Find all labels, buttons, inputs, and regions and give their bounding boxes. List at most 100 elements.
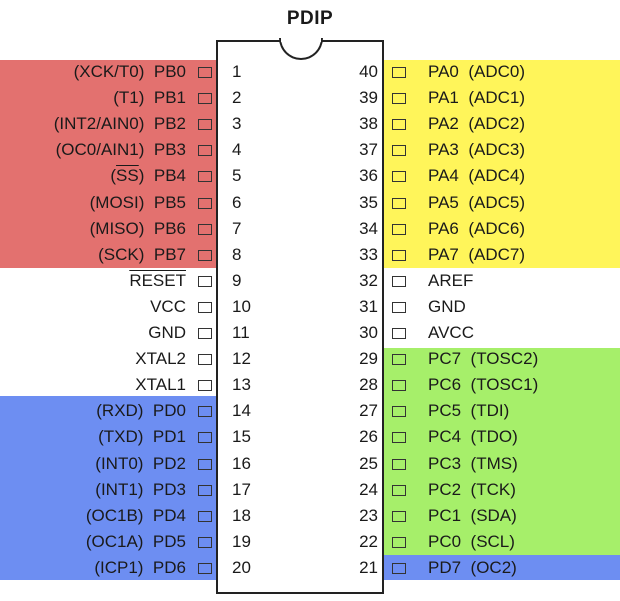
pin-function: (ADC3) (468, 140, 525, 160)
pin-number: 2 (232, 88, 242, 108)
package-title: PDIP (286, 8, 334, 29)
pin-box (198, 67, 212, 78)
pin-label: XTAL2 (135, 349, 186, 369)
pin-box (198, 328, 212, 339)
pin-box (198, 197, 212, 209)
pin-number: 9 (232, 270, 242, 290)
pin-number: 16 (232, 453, 251, 473)
pin-label: AREF (428, 271, 473, 291)
pin-box (198, 458, 212, 470)
pin-label: (RXD) PD0 (96, 401, 186, 421)
pin-number: 25 (359, 453, 378, 473)
pin-function: (SCK) (98, 244, 145, 264)
pin-name: PD1 (152, 427, 186, 447)
pin-function: (ADC2) (468, 114, 525, 134)
port-a-band (384, 60, 620, 268)
pin-label: PA0 (ADC0) (428, 62, 525, 82)
pin-number: 19 (232, 531, 251, 551)
pin-function: (ICP1) (94, 557, 144, 577)
pin-box (392, 171, 406, 183)
pin-label: (MOSI) PB5 (90, 193, 186, 213)
pin-function: (ADC5) (468, 192, 525, 212)
pin-function: (TMS) (470, 453, 518, 473)
pin-function: (OC2) (470, 557, 517, 577)
pin-label: PA3 (ADC3) (428, 140, 525, 160)
pin-box (392, 301, 406, 313)
pin-box (392, 380, 406, 392)
pin-box (198, 510, 212, 522)
pin-function: (INT0) (95, 453, 144, 473)
pin-function: (MISO) (89, 218, 145, 238)
pin-name: PD3 (152, 479, 186, 499)
pin-number: 36 (359, 166, 378, 186)
pin-number: 21 (359, 557, 378, 577)
pin-number: 23 (359, 505, 378, 525)
pin-name: PA2 (428, 114, 459, 134)
pin-number: 34 (359, 218, 378, 238)
pin-label: (OC1A) PD5 (86, 532, 186, 552)
pin-number: 11 (232, 323, 250, 342)
pin-function: (TXD) (98, 427, 144, 447)
pin-function: (OC0/AIN1) (55, 140, 145, 160)
pin-box (392, 406, 406, 418)
pin-function: (INT2/AIN0) (53, 114, 145, 134)
pin-name: PA7 (428, 244, 459, 264)
pin-box (198, 93, 212, 105)
pin-number: 4 (232, 140, 242, 160)
pin-label: AVCC (428, 323, 474, 343)
pin-box (392, 432, 406, 444)
pin-box (198, 249, 212, 261)
pin-label: (SS) PB4 (110, 166, 186, 186)
pin-function: (SDA) (470, 505, 517, 525)
pin-number: 37 (359, 140, 378, 160)
pin-name: PB6 (153, 218, 186, 238)
pin-name: PB2 (153, 114, 186, 134)
ic-body (216, 40, 384, 594)
pin-box (392, 275, 406, 287)
pin-label: PC4 (TDO) (428, 427, 518, 447)
pin-name: PC4 (428, 427, 462, 447)
pin-box (392, 536, 406, 548)
pin-function: (RXD) (96, 401, 144, 421)
pin-name: PC0 (428, 531, 462, 551)
pin-function: (OC1A) (85, 531, 144, 551)
pin-name: PC7 (428, 349, 462, 369)
pin-label: (OC1B) PD4 (86, 506, 186, 526)
pin-number: 18 (232, 505, 251, 525)
pin-label: PC3 (TMS) (428, 454, 518, 474)
pin-number: 39 (359, 88, 378, 108)
pin-box (392, 328, 406, 339)
pin-name: PB7 (153, 244, 186, 264)
pin-box (198, 562, 212, 574)
pin-number: 24 (359, 479, 378, 499)
pin-box (198, 380, 212, 392)
pin-name: PB5 (153, 192, 186, 212)
pin-label: (INT1) PD3 (95, 480, 186, 500)
pin-box (198, 484, 212, 496)
pin-name: PC3 (428, 453, 462, 473)
pin-box (198, 275, 212, 287)
pin-label: (ICP1) PD6 (94, 558, 186, 578)
pin-name: PD4 (152, 505, 186, 525)
pin-number: 3 (232, 114, 242, 134)
pin-box (392, 249, 406, 261)
pin-label: PA4 (ADC4) (428, 166, 525, 186)
pin-label: GND (148, 323, 186, 343)
pin-number: 35 (359, 192, 378, 212)
pin-box (392, 145, 406, 157)
pin-label: XTAL1 (135, 375, 186, 395)
pin-box (198, 406, 212, 418)
pin-box (392, 562, 406, 574)
port-b-band (0, 60, 216, 268)
pin-number: 38 (359, 114, 378, 134)
pin-label: PA1 (ADC1) (428, 88, 525, 108)
pin-label: PC6 (TOSC1) (428, 375, 538, 395)
pin-label: GND (428, 297, 466, 317)
pin-name: PB4 (153, 166, 186, 186)
pin-name: PB3 (153, 140, 186, 160)
pin-number: 30 (359, 323, 378, 342)
pin-label: PD7 (OC2) (428, 558, 517, 578)
pin-label: PA6 (ADC6) (428, 219, 525, 239)
pin-function: (TCK) (470, 479, 516, 499)
pin-label: RESET (129, 271, 186, 291)
